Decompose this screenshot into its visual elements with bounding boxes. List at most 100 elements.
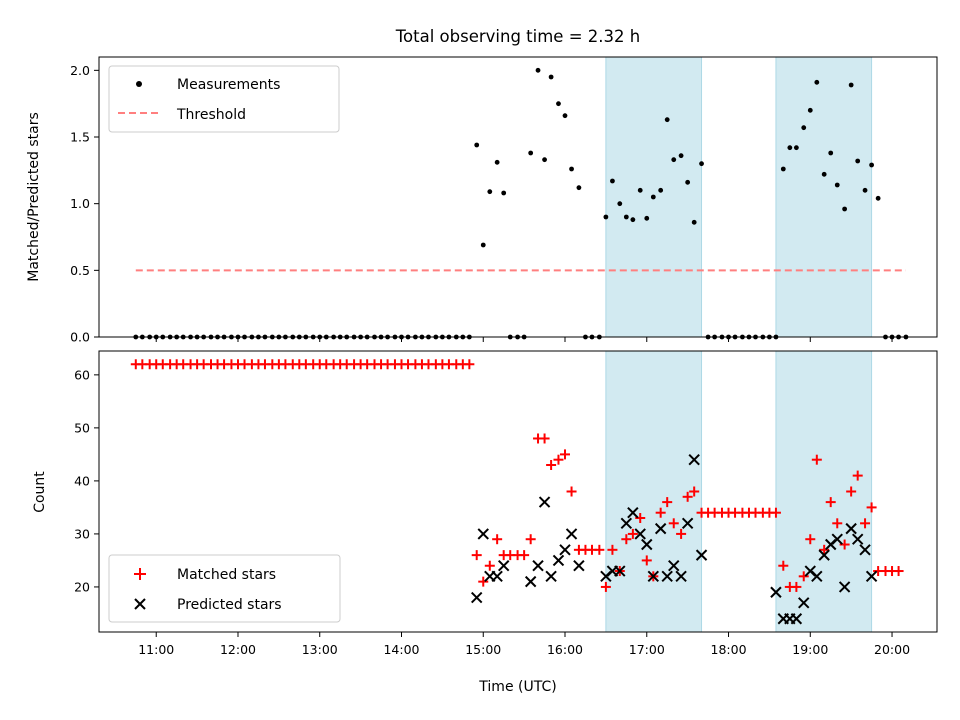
predicted-star-point xyxy=(668,560,680,572)
predicted-legend-marker xyxy=(134,598,146,610)
predicted-star-point xyxy=(620,517,633,530)
measurement-point xyxy=(793,145,799,151)
predicted-star-stroke-b xyxy=(695,549,708,561)
count-legend-box xyxy=(108,554,341,623)
matched-star-point xyxy=(594,544,605,555)
measurement-point xyxy=(637,187,643,193)
matched-star-point xyxy=(525,534,536,545)
matched-star-point xyxy=(662,497,673,508)
measurement-point xyxy=(787,145,793,151)
predicted-star-point xyxy=(634,528,646,540)
predicted-star-point xyxy=(497,560,510,572)
predicted-star-stroke-b xyxy=(845,522,857,535)
measurement-point xyxy=(671,157,677,163)
measurement-point xyxy=(807,107,813,113)
y-tick-label: 0.5 xyxy=(70,263,90,278)
predicted-star-point xyxy=(614,565,626,577)
matched-star-point xyxy=(770,507,781,518)
matched-star-point xyxy=(668,518,679,529)
observing-window-shade xyxy=(605,350,703,633)
measurements-legend-marker xyxy=(136,81,142,87)
predicted-star-point xyxy=(695,549,708,561)
measurement-point xyxy=(630,217,636,223)
predicted-star-stroke-b xyxy=(532,560,544,572)
matched-star-point xyxy=(519,550,530,561)
y-tick-label: 2.0 xyxy=(70,63,90,78)
ratio-panel: 0.00.51.01.52.0 Matched/Predicted stars … xyxy=(26,56,938,345)
measurement-point xyxy=(875,195,881,201)
predicted-star-point xyxy=(647,570,660,583)
predicted-star-point xyxy=(627,507,639,519)
predicted-star-point xyxy=(688,453,700,466)
matched-star-point xyxy=(832,518,843,529)
predicted-star-point xyxy=(654,522,667,535)
predicted-star-stroke-b xyxy=(804,565,816,577)
predicted-star-stroke-b xyxy=(661,570,673,583)
predicted-star-stroke-b xyxy=(634,528,646,540)
predicted-star-stroke-b xyxy=(838,581,851,593)
predicted-star-point xyxy=(831,533,843,545)
measurement-point xyxy=(834,182,840,188)
predicted-star-point xyxy=(532,560,544,572)
predicted-star-stroke-b xyxy=(627,507,639,519)
matched-star-point xyxy=(641,555,652,566)
matched-star-point xyxy=(546,459,557,470)
matched-star-point xyxy=(689,486,700,497)
matched-star-point xyxy=(471,550,482,561)
count-legend: Matched stars Predicted stars xyxy=(108,554,341,623)
measurement-point xyxy=(610,178,615,184)
predicted-star-point xyxy=(790,613,803,625)
predicted-star-point xyxy=(681,517,694,530)
predicted-star-point xyxy=(859,544,871,556)
measurement-point xyxy=(862,187,868,193)
predicted-star-stroke-b xyxy=(675,570,687,583)
matched-star-point xyxy=(464,359,475,370)
predicted-star-point xyxy=(811,570,823,583)
matched-star-point xyxy=(560,449,571,460)
measurement-point xyxy=(562,113,568,119)
count-panel-x-ticks: 11:00 12:00 13:00 14:00 15:00 16:00 17:00 18:00… xyxy=(138,632,910,657)
threshold-legend-label: Threshold xyxy=(176,107,246,123)
measurement-point xyxy=(650,194,656,200)
predicted-star-stroke-b xyxy=(497,560,510,572)
predicted-star-stroke-b xyxy=(770,586,782,598)
measurement-point xyxy=(699,161,704,167)
x-tick-label: 13:00 xyxy=(302,642,338,657)
matched-star-point xyxy=(811,454,822,465)
ratio-panel-y-ticks: 0.0 0.5 1.0 1.5 2.0 xyxy=(70,63,99,345)
measurement-point xyxy=(658,187,664,193)
matched-star-point xyxy=(478,576,489,587)
predicted-star-stroke-b xyxy=(641,538,653,551)
matched-star-point xyxy=(655,507,666,518)
predicted-legend-label: Predicted stars xyxy=(177,597,282,613)
y-tick-label: 50 xyxy=(74,420,90,435)
measurements-legend-label: Measurements xyxy=(177,77,280,93)
measurement-point xyxy=(869,162,874,168)
predicted-star-stroke-b xyxy=(491,570,503,583)
matched-star-point xyxy=(791,581,802,592)
matched-star-point xyxy=(846,486,857,497)
predicted-star-stroke-b xyxy=(471,591,483,604)
matched-star-point xyxy=(819,544,830,555)
measurement-point xyxy=(480,242,486,248)
predicted-star-stroke-b xyxy=(614,565,626,577)
predicted-star-stroke-b xyxy=(865,570,878,583)
matched-star-point xyxy=(860,518,871,529)
predicted-star-point xyxy=(770,586,782,598)
measurement-point xyxy=(801,125,807,131)
measurement-point xyxy=(678,153,684,159)
x-tick-label: 14:00 xyxy=(383,642,419,657)
predicted-star-point xyxy=(845,522,857,535)
matched-star-point xyxy=(798,571,809,582)
measurement-point xyxy=(617,201,623,207)
x-tick-label: 18:00 xyxy=(711,642,747,657)
matched-star-point xyxy=(539,433,550,444)
x-tick-label: 12:00 xyxy=(220,642,256,657)
predicted-star-point xyxy=(573,560,585,572)
predicted-star-stroke-b xyxy=(559,544,571,556)
predicted-star-stroke-b xyxy=(654,522,667,535)
matched-star-point xyxy=(866,502,877,513)
predicted-star-stroke-b xyxy=(831,533,843,545)
measurement-point xyxy=(821,171,827,177)
count-y-axis-label: Count xyxy=(32,471,48,513)
